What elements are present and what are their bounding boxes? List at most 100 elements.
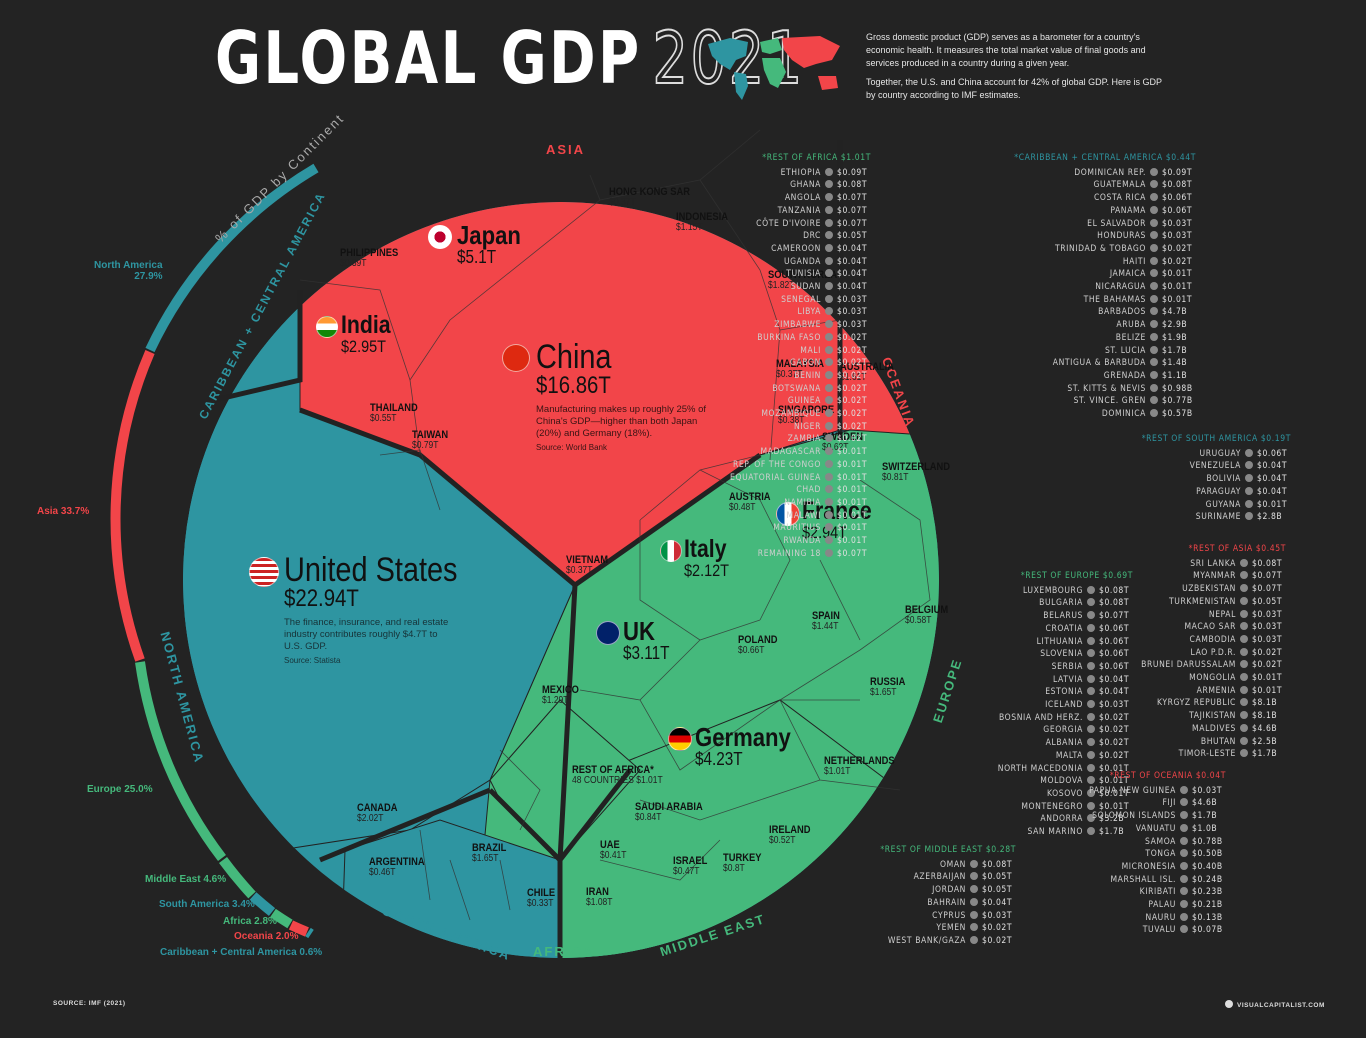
list-item: TRINIDAD & TOBAGO $0.02T bbox=[1014, 243, 1196, 256]
country-name: VENEZUELA bbox=[1189, 461, 1241, 472]
country-name: MARSHALL ISL. bbox=[1110, 874, 1176, 885]
country-name: MALDIVES bbox=[1192, 723, 1236, 734]
list-item: BRUNEI DARUSSALAM $0.02T bbox=[1141, 659, 1286, 672]
brand-logo-icon bbox=[1225, 1000, 1233, 1008]
flag-icon bbox=[1087, 687, 1095, 696]
flag-icon bbox=[970, 859, 978, 868]
flag-icon bbox=[825, 396, 833, 405]
country-name: France bbox=[802, 497, 872, 525]
uk-flag-icon bbox=[596, 621, 620, 645]
list-item: ETHIOPIA $0.09T bbox=[730, 167, 871, 180]
country-name: ISRAEL bbox=[673, 855, 708, 867]
country-name: United States bbox=[284, 551, 458, 589]
country-name: NAMIBIA bbox=[784, 497, 821, 508]
country-value: $2.5B bbox=[1252, 736, 1278, 747]
country-name: AZERBAIJAN bbox=[913, 872, 966, 883]
country-value: $0.77B bbox=[1162, 396, 1193, 407]
flag-icon bbox=[1240, 584, 1248, 593]
country-value: $0.01T bbox=[837, 447, 868, 458]
flag-icon bbox=[1180, 798, 1188, 807]
country-name: ARGENTINA bbox=[369, 856, 425, 868]
flag-icon bbox=[825, 383, 833, 392]
country-value: $0.08T bbox=[1252, 558, 1283, 569]
list-item: NIGER $0.02T bbox=[730, 421, 871, 434]
country-value: $2.9B bbox=[1162, 320, 1188, 331]
country-value: $0.02T bbox=[1252, 660, 1283, 671]
country-value: $1.01T bbox=[824, 766, 851, 777]
country-value: $0.03T bbox=[1252, 622, 1283, 633]
country-name: GUINEA bbox=[787, 396, 821, 407]
country-name: GHANA bbox=[790, 180, 821, 191]
list-item: BURKINA FASO $0.02T bbox=[730, 332, 871, 345]
country-name: PAPUA NEW GUINEA bbox=[1089, 785, 1176, 796]
country-value: $0.81T bbox=[882, 472, 909, 483]
list-item: FIJI $4.6B bbox=[1089, 797, 1226, 810]
flag-icon bbox=[825, 421, 833, 430]
list-header: *REST OF MIDDLE EAST $0.28T bbox=[880, 845, 1016, 855]
flag-icon bbox=[1150, 282, 1158, 291]
country-name: TRINIDAD & TOBAGO bbox=[1054, 243, 1146, 254]
country-name: BRUNEI DARUSSALAM bbox=[1141, 660, 1236, 671]
country-name: PALAU bbox=[1148, 900, 1176, 911]
country-value: $0.03T bbox=[1162, 218, 1193, 229]
label-italy: Italy $2.12T bbox=[660, 537, 737, 579]
flag-icon bbox=[825, 345, 833, 354]
label-vietnam: VIETNAM $0.37T bbox=[566, 555, 616, 576]
flag-icon bbox=[1245, 486, 1253, 495]
flag-icon bbox=[1150, 218, 1158, 227]
country-name: KIRIBATI bbox=[1139, 887, 1176, 898]
country-name: MALI bbox=[800, 345, 821, 356]
country-name: KOSOVO bbox=[1047, 788, 1083, 799]
country-value: $0.07T bbox=[1099, 611, 1130, 622]
footer-brand[interactable]: VISUALCAPITALIST.COM bbox=[1225, 1000, 1325, 1009]
country-value: $0.01T bbox=[1252, 673, 1283, 684]
country-name: THE BAHAMAS bbox=[1083, 294, 1146, 305]
flag-icon bbox=[1087, 700, 1095, 709]
flag-icon bbox=[1180, 811, 1188, 820]
country-value: $0.02T bbox=[837, 396, 868, 407]
india-flag-icon bbox=[316, 316, 338, 338]
list-item: ZIMBABWE $0.03T bbox=[730, 319, 871, 332]
china-note: Manufacturing makes up roughly 25% of Ch… bbox=[536, 404, 707, 439]
flag-icon bbox=[1087, 750, 1095, 759]
list-item: THE BAHAMAS $0.01T bbox=[1014, 294, 1196, 307]
label-hong-kong-sar: HONG KONG SAR $0.37T bbox=[609, 187, 704, 208]
list-item: MALAWI $0.01T bbox=[730, 510, 871, 523]
country-name: UAE bbox=[600, 839, 620, 851]
pct-label: North America bbox=[94, 260, 163, 271]
flag-icon bbox=[1245, 461, 1253, 470]
label-austria: AUSTRIA $0.48T bbox=[729, 492, 778, 513]
country-name: MADAGASCAR bbox=[760, 447, 821, 458]
list-item: PALAU $0.21B bbox=[1089, 899, 1226, 912]
country-value: $1.1B bbox=[1162, 370, 1188, 381]
country-name: ST. KITTS & NEVIS bbox=[1067, 383, 1146, 394]
country-value: $0.05T bbox=[1252, 596, 1283, 607]
flag-icon bbox=[1245, 474, 1253, 483]
country-name: UGANDA bbox=[783, 256, 821, 267]
country-value: $0.07B bbox=[1192, 925, 1223, 936]
list-item: LAO P.D.R. $0.02T bbox=[1141, 647, 1286, 660]
country-value: $0.05T bbox=[837, 231, 868, 242]
country-name: MOZAMBIQUE bbox=[761, 409, 821, 420]
list-item: TURKMENISTAN $0.05T bbox=[1141, 596, 1286, 609]
country-value: $0.02T bbox=[1252, 647, 1283, 658]
list-item: MADAGASCAR $0.01T bbox=[730, 446, 871, 459]
country-value: $0.04T bbox=[837, 243, 868, 254]
country-value: $0.01T bbox=[837, 523, 868, 534]
flag-icon bbox=[1180, 861, 1188, 870]
flag-icon bbox=[970, 897, 978, 906]
country-value: $0.50B bbox=[1192, 849, 1223, 860]
list-item: EQUATORIAL GUINEA $0.01T bbox=[730, 472, 871, 485]
country-name: Italy bbox=[684, 535, 727, 563]
list-item: REP. OF THE CONGO $0.01T bbox=[730, 459, 871, 472]
list-item: DOMINICA $0.57B bbox=[1014, 408, 1196, 421]
list-item: TUVALU $0.07B bbox=[1089, 924, 1226, 937]
country-value: $0.39T bbox=[340, 258, 367, 269]
flag-icon bbox=[970, 910, 978, 919]
country-value: $0.02T bbox=[837, 345, 868, 356]
pct-value: 27.9% bbox=[134, 271, 163, 282]
flag-icon bbox=[825, 332, 833, 341]
flag-icon bbox=[825, 548, 833, 557]
country-name: CHILE bbox=[527, 887, 556, 899]
country-name: BOSNIA AND HERZ. bbox=[998, 712, 1083, 723]
